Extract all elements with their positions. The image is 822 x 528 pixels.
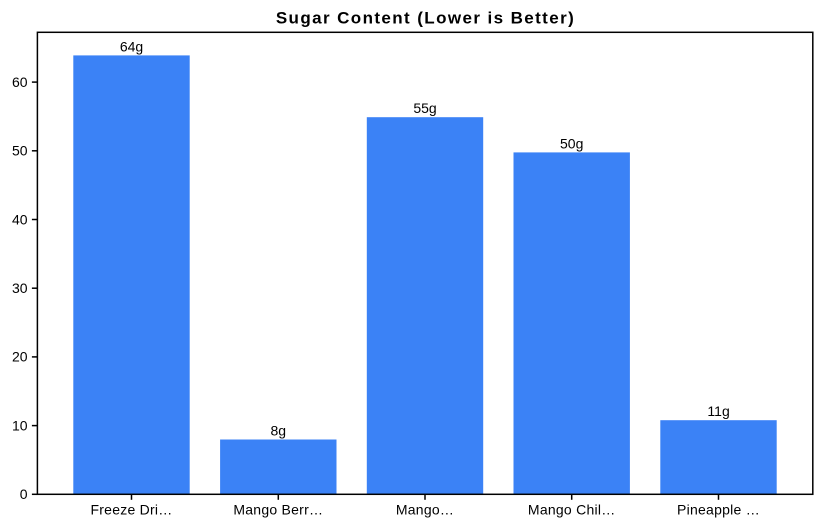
svg-text:10: 10 — [12, 417, 28, 433]
svg-text:0: 0 — [20, 486, 28, 502]
svg-text:64g: 64g — [120, 38, 143, 54]
svg-text:55g: 55g — [413, 100, 436, 116]
svg-text:11g: 11g — [707, 403, 729, 419]
svg-text:30: 30 — [12, 280, 28, 296]
svg-text:60: 60 — [12, 74, 28, 90]
svg-text:20: 20 — [12, 349, 28, 365]
svg-text:Freeze Dri…: Freeze Dri… — [90, 501, 172, 517]
svg-text:Mango…: Mango… — [396, 501, 454, 517]
svg-text:50g: 50g — [560, 135, 583, 151]
svg-text:40: 40 — [12, 211, 28, 227]
svg-text:50: 50 — [12, 143, 28, 159]
svg-text:Sugar Content (Lower is Better: Sugar Content (Lower is Better) — [276, 8, 575, 27]
svg-text:Pineapple …: Pineapple … — [677, 501, 760, 517]
svg-text:8g: 8g — [271, 422, 287, 438]
svg-text:Mango Berr…: Mango Berr… — [233, 501, 323, 517]
svg-text:Mango Chil…: Mango Chil… — [528, 501, 616, 517]
